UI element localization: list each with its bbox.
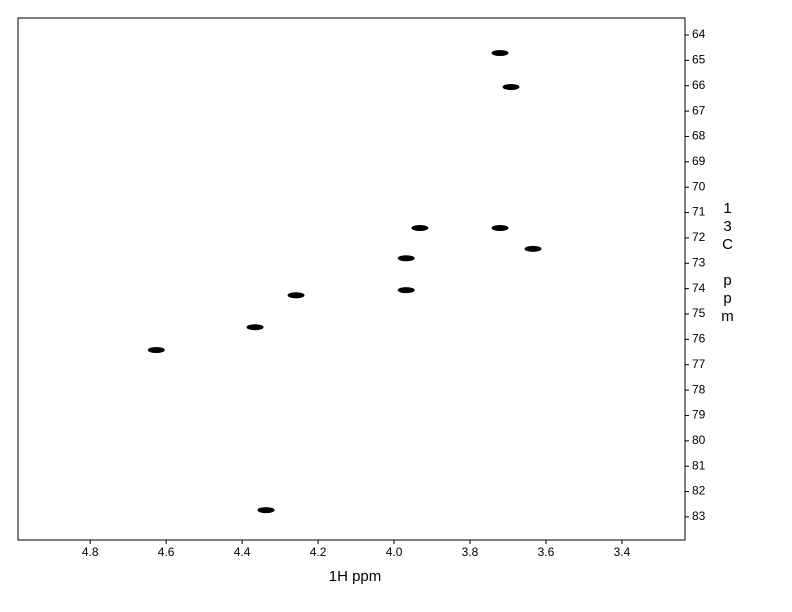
peak bbox=[257, 507, 275, 514]
x-tick-label: 4.8 bbox=[82, 545, 99, 559]
x-tick-label: 3.4 bbox=[614, 545, 631, 559]
y-tick-label: 82 bbox=[692, 484, 706, 498]
peak bbox=[246, 324, 264, 331]
y-tick-label: 80 bbox=[692, 433, 706, 447]
x-axis-label: 1H ppm bbox=[329, 568, 382, 585]
peak bbox=[524, 245, 542, 252]
x-tick-label: 4.4 bbox=[234, 545, 251, 559]
y-tick-label: 66 bbox=[692, 78, 706, 92]
y-tick-label: 71 bbox=[692, 205, 706, 219]
x-tick-label: 3.6 bbox=[538, 545, 555, 559]
y-tick-label: 70 bbox=[692, 179, 706, 193]
x-tick-label: 3.8 bbox=[462, 545, 479, 559]
y-tick-label: 77 bbox=[692, 357, 706, 371]
y-tick-label: 72 bbox=[692, 230, 706, 244]
y-tick-label: 78 bbox=[692, 382, 706, 396]
y-axis-label: 13C ppm bbox=[719, 200, 736, 326]
y-tick-label: 81 bbox=[692, 458, 706, 472]
y-tick-label: 67 bbox=[692, 103, 706, 117]
peak bbox=[287, 292, 305, 299]
y-tick-label: 73 bbox=[692, 255, 706, 269]
y-tick-label: 68 bbox=[692, 129, 706, 143]
x-tick-label: 4.6 bbox=[158, 545, 175, 559]
peak bbox=[502, 83, 520, 90]
peak bbox=[491, 50, 509, 57]
plot-frame bbox=[17, 17, 686, 541]
y-tick-label: 83 bbox=[692, 509, 706, 523]
x-tick-label: 4.2 bbox=[310, 545, 327, 559]
peak bbox=[411, 225, 429, 232]
y-tick-label: 79 bbox=[692, 408, 706, 422]
peak bbox=[147, 347, 165, 354]
y-tick-label: 74 bbox=[692, 281, 706, 295]
peak bbox=[491, 225, 509, 232]
y-tick-label: 75 bbox=[692, 306, 706, 320]
peak bbox=[397, 287, 415, 294]
y-tick-label: 65 bbox=[692, 53, 706, 67]
y-tick-label: 76 bbox=[692, 332, 706, 346]
y-tick-label: 64 bbox=[692, 27, 706, 41]
x-tick-label: 4.0 bbox=[386, 545, 403, 559]
peak bbox=[397, 255, 415, 262]
y-tick-label: 69 bbox=[692, 154, 706, 168]
